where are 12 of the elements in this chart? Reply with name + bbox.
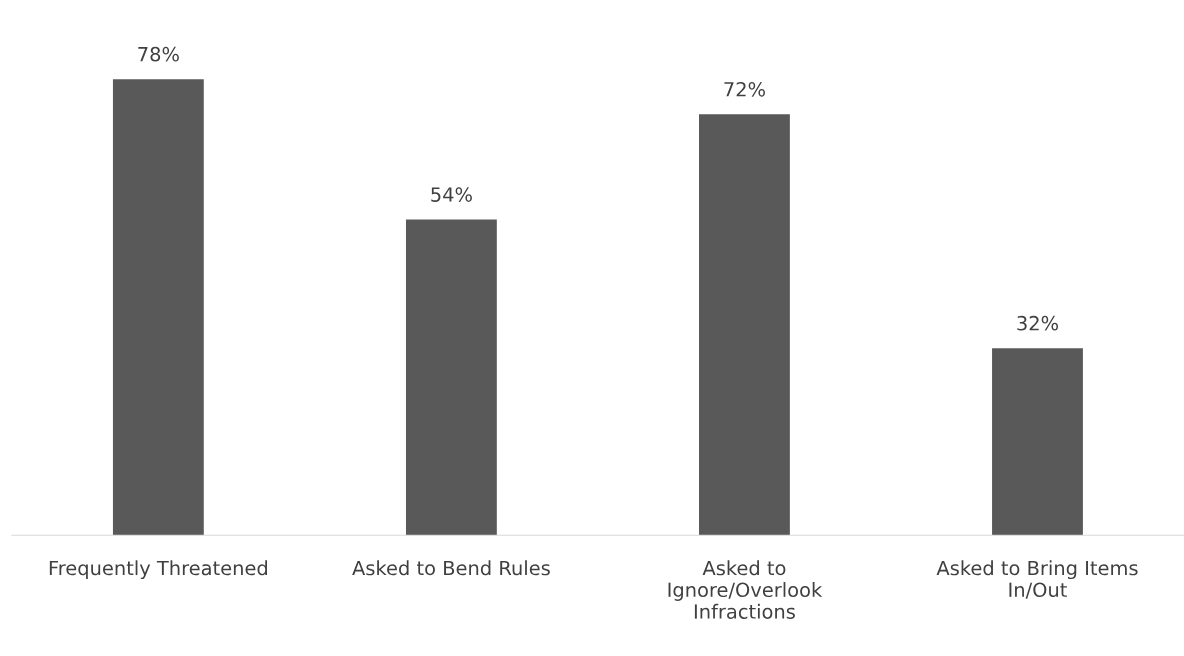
bar	[112, 79, 204, 536]
data-label: 54%	[431, 187, 472, 202]
x-tick-label: Frequently Threatened	[49, 560, 267, 580]
x-tick-label: Asked to Bring Items In/Out	[936, 560, 1138, 599]
data-label: 78%	[138, 46, 179, 62]
x-tick-label: Asked to Ignore/Overlook Infractions	[668, 560, 823, 619]
bar	[992, 348, 1083, 536]
bar	[405, 219, 497, 536]
x-tick-label: Asked to Bend Rules	[352, 560, 550, 576]
bar	[699, 114, 790, 536]
data-label: 32%	[1017, 315, 1059, 331]
data-label: 72%	[724, 81, 765, 97]
